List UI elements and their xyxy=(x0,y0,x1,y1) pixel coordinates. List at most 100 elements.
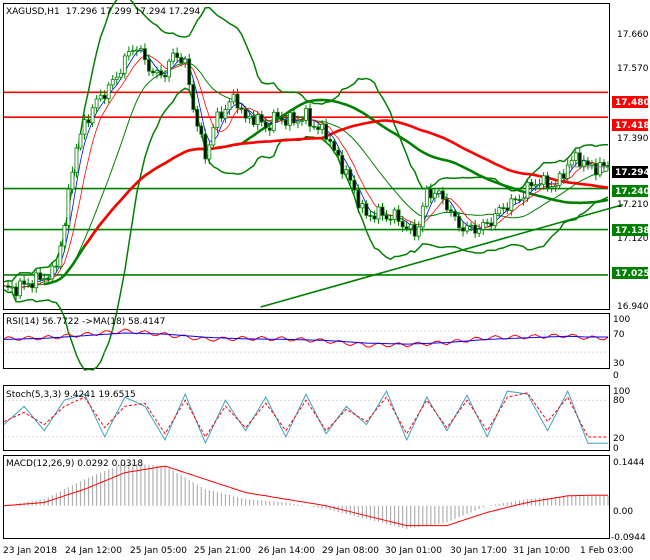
svg-text:17.025: 17.025 xyxy=(615,269,650,279)
price-tick: 17.120 xyxy=(617,234,649,244)
candle-body xyxy=(58,245,63,267)
candle-body xyxy=(549,186,554,189)
candle-body xyxy=(384,215,389,220)
candle-body xyxy=(38,272,43,280)
candle-body xyxy=(6,285,10,288)
candle-body xyxy=(352,179,357,191)
candle-body xyxy=(247,115,252,119)
candle-body xyxy=(139,48,143,51)
time-label: 1 Feb 03:00 xyxy=(580,546,634,556)
candle-body xyxy=(497,207,502,215)
candle-body xyxy=(287,112,292,126)
candle-body xyxy=(481,222,486,230)
candle-body xyxy=(404,226,409,230)
candle-body xyxy=(424,188,429,207)
candle-body xyxy=(368,215,373,217)
candle-body xyxy=(428,188,433,199)
candle-body xyxy=(163,74,167,78)
stoch-main-line xyxy=(3,389,608,445)
candle-body xyxy=(573,152,578,161)
ma-red xyxy=(83,119,609,247)
candle-body xyxy=(469,224,473,227)
candle-body xyxy=(565,164,570,179)
candle-body xyxy=(26,283,31,285)
candle-body xyxy=(296,120,300,124)
rsi-panel-frame xyxy=(3,313,610,369)
candle-body xyxy=(223,109,228,119)
bollinger-lower xyxy=(3,87,609,371)
candle-body xyxy=(14,286,18,297)
candle-body xyxy=(18,280,23,297)
candle-body xyxy=(517,199,522,201)
candle-body xyxy=(187,58,192,85)
candle-body xyxy=(66,188,71,227)
main-header: XAGUSD,H1 17.296 17.299 17.294 17.294 xyxy=(6,7,201,17)
candle-body xyxy=(581,160,586,167)
candle-body xyxy=(98,94,103,100)
rsi-tick: 100 xyxy=(613,315,630,325)
candle-body xyxy=(134,49,139,52)
candle-body xyxy=(364,203,369,216)
candle-body xyxy=(457,215,461,229)
candle-body xyxy=(529,181,534,187)
main-panel-frame xyxy=(3,3,610,310)
candle-body xyxy=(30,283,35,289)
level-tag-17294: 17.294 xyxy=(612,166,650,178)
price-tick: 17.390 xyxy=(617,134,649,144)
stoch-tick: 20 xyxy=(613,434,625,444)
candle-body xyxy=(195,109,200,127)
price-tick: 17.210 xyxy=(617,200,649,210)
candle-body xyxy=(509,198,514,211)
price-tick: 16.940 xyxy=(617,302,649,312)
candle-body xyxy=(235,93,240,109)
candle-body xyxy=(465,225,469,232)
time-label: 26 Jan 14:00 xyxy=(258,546,315,556)
candle-body xyxy=(521,197,526,201)
bollinger-upper xyxy=(3,0,609,283)
candle-body xyxy=(561,173,566,179)
candle-body xyxy=(171,52,176,62)
candle-body xyxy=(243,108,248,119)
candle-body xyxy=(175,52,180,58)
svg-text:17.480: 17.480 xyxy=(615,98,650,108)
candle-body xyxy=(54,265,59,268)
candle-body xyxy=(396,209,401,222)
candle-body xyxy=(376,206,381,220)
stoch-label: Stoch(5,3,3) 9.4241 19.6515 xyxy=(6,390,136,400)
candle-body xyxy=(159,70,163,76)
candle-body xyxy=(541,175,546,185)
candle-body xyxy=(50,265,55,280)
candle-body xyxy=(167,60,171,78)
macd-tick: -0.0944 xyxy=(611,533,646,543)
candle-body xyxy=(263,121,268,129)
candle-body xyxy=(449,209,453,212)
candle-body xyxy=(114,76,119,80)
stoch-tick: 0 xyxy=(613,444,619,454)
stoch-panel xyxy=(3,389,608,445)
macd-tick: 0.1444 xyxy=(613,458,645,468)
candle-body xyxy=(271,111,276,131)
candle-body xyxy=(231,93,236,103)
candle-body xyxy=(179,57,184,64)
candle-body xyxy=(227,101,232,110)
candle-body xyxy=(501,207,506,210)
candle-body xyxy=(320,123,325,130)
candle-body xyxy=(203,133,208,160)
macd-signal-line xyxy=(3,465,608,527)
candle-body xyxy=(420,205,425,228)
candle-body xyxy=(436,190,441,194)
candle-body xyxy=(70,171,75,190)
candle-body xyxy=(324,123,329,140)
candle-body xyxy=(340,154,345,175)
candle-body xyxy=(110,79,115,86)
candle-body xyxy=(408,224,413,230)
candle-body xyxy=(356,189,361,209)
candle-body xyxy=(589,163,594,166)
candle-body xyxy=(388,218,393,221)
rsi-tick: 70 xyxy=(613,330,625,340)
time-label: 24 Jan 12:00 xyxy=(65,546,122,556)
time-label: 29 Jan 08:00 xyxy=(322,546,379,556)
time-label: 25 Jan 21:00 xyxy=(194,546,251,556)
candle-body xyxy=(215,111,220,128)
